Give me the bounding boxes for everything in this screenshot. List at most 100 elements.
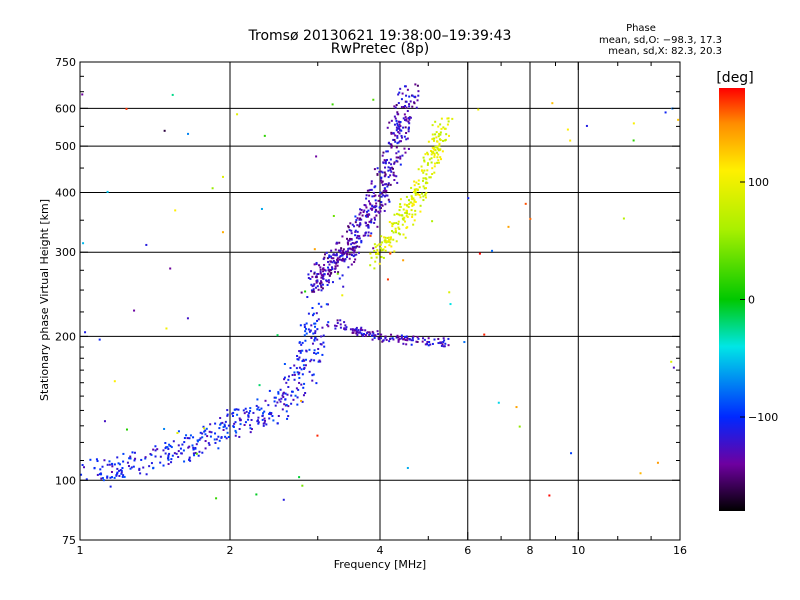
data-point — [304, 327, 307, 330]
data-point — [204, 429, 207, 432]
data-point — [387, 240, 390, 243]
data-point — [374, 210, 377, 213]
data-point — [432, 139, 435, 142]
data-point — [424, 153, 427, 156]
data-point — [437, 161, 440, 164]
outlier-point — [569, 139, 572, 142]
data-point — [338, 256, 341, 259]
outlier-point — [332, 214, 335, 217]
data-point — [358, 225, 361, 228]
data-point — [390, 166, 393, 169]
data-point — [354, 241, 357, 244]
data-point — [411, 202, 414, 205]
data-point — [373, 216, 376, 219]
data-point — [413, 219, 416, 222]
data-point — [319, 268, 322, 271]
data-point — [370, 256, 373, 259]
outlier-point — [406, 466, 409, 469]
data-point — [357, 251, 360, 254]
data-point — [356, 234, 359, 237]
outlier-point — [331, 103, 334, 106]
data-point — [368, 189, 371, 192]
data-point — [364, 221, 367, 224]
data-point — [369, 188, 372, 191]
data-point — [317, 288, 320, 291]
data-point — [323, 263, 326, 266]
data-point — [373, 168, 376, 171]
data-point — [257, 406, 260, 409]
data-point — [318, 359, 321, 362]
data-point — [368, 194, 371, 197]
data-point — [334, 327, 337, 330]
data-point — [403, 147, 406, 150]
data-point — [378, 194, 381, 197]
data-point — [110, 476, 113, 479]
data-point — [388, 244, 391, 247]
data-point — [401, 223, 404, 226]
x-tick-label: 16 — [673, 544, 687, 557]
data-point — [116, 456, 119, 459]
data-point — [397, 141, 400, 144]
data-point — [365, 194, 368, 197]
data-point — [327, 266, 330, 269]
phase-colorbar: 100 0 −100 — [719, 88, 778, 511]
data-point — [379, 247, 382, 250]
data-point — [411, 215, 414, 218]
data-point — [361, 214, 364, 217]
data-point — [387, 166, 390, 169]
data-point — [390, 119, 393, 122]
data-point — [336, 258, 339, 261]
y-tick-label: 100 — [55, 474, 76, 487]
data-point — [138, 467, 141, 470]
data-point — [322, 334, 325, 337]
outlier-point — [303, 326, 306, 329]
phase-legend-title: Phase — [626, 23, 656, 34]
data-point — [384, 162, 387, 165]
data-point — [222, 426, 225, 429]
data-point — [399, 198, 402, 201]
data-point — [436, 156, 439, 159]
data-point — [371, 334, 374, 337]
data-point — [336, 319, 339, 322]
data-point — [162, 464, 165, 467]
data-point — [429, 149, 432, 152]
data-point — [327, 269, 330, 272]
data-point — [347, 239, 350, 242]
data-point — [322, 341, 325, 344]
data-point — [436, 140, 439, 143]
data-point — [213, 438, 216, 441]
data-point — [405, 195, 408, 198]
data-point — [129, 455, 132, 458]
data-point — [358, 245, 361, 248]
data-point — [417, 179, 420, 182]
data-point — [412, 223, 415, 226]
colorbar-tick-label: 0 — [748, 294, 755, 307]
data-point — [386, 194, 389, 197]
data-point — [334, 248, 337, 251]
data-point — [298, 356, 301, 359]
outlier-point — [276, 334, 279, 337]
data-point — [227, 424, 230, 427]
data-point — [208, 443, 211, 446]
data-point — [164, 452, 167, 455]
y-tick-label: 300 — [55, 246, 76, 259]
data-point — [111, 462, 114, 465]
data-point — [322, 277, 325, 280]
data-point — [440, 158, 443, 161]
data-point — [397, 156, 400, 159]
data-point — [304, 392, 307, 395]
data-point — [413, 180, 416, 183]
data-point — [380, 192, 383, 195]
data-point — [405, 119, 408, 122]
data-point — [369, 220, 372, 223]
data-point — [377, 199, 380, 202]
data-point — [177, 450, 180, 453]
data-point — [301, 360, 304, 363]
data-point — [419, 196, 422, 199]
data-point — [396, 127, 399, 130]
data-point — [359, 222, 362, 225]
data-point — [302, 364, 305, 367]
outlier-point — [163, 427, 166, 430]
data-point — [231, 415, 234, 418]
data-point — [255, 404, 258, 407]
